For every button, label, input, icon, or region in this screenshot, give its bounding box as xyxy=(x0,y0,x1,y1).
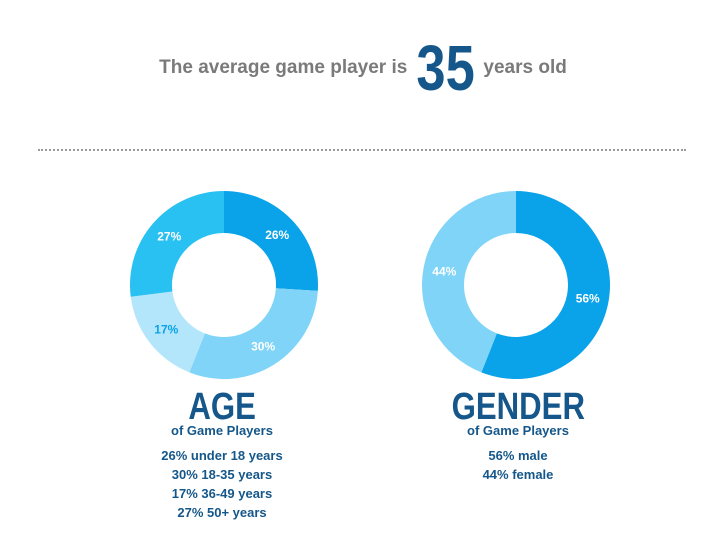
headline-prefix: The average game player is xyxy=(159,57,408,78)
slice-label: 30% xyxy=(251,340,275,354)
age-title: AGE xyxy=(188,386,256,428)
headline-number: 35 xyxy=(416,32,475,104)
donut-slice-3 xyxy=(130,291,205,373)
legend-item: 56% male xyxy=(488,448,548,463)
legend-item: 30% 18-35 years xyxy=(171,467,273,482)
slice-label: 56% xyxy=(576,292,600,306)
headline-suffix: years old xyxy=(483,57,567,78)
gender-subtitle: of Game Players xyxy=(467,423,569,438)
age-legend: 26% under 18 years 30% 18-35 years 17% 3… xyxy=(102,446,342,522)
legend-item: 26% under 18 years xyxy=(161,448,283,463)
slice-label: 27% xyxy=(157,230,181,244)
donut-slice-2 xyxy=(189,288,318,379)
donut-slice-4 xyxy=(130,191,224,297)
dotted-divider xyxy=(38,149,686,151)
slice-label: 26% xyxy=(265,228,289,242)
donut-slice-2 xyxy=(422,191,516,373)
age-donut-chart: 26% 30% 17% 27% xyxy=(130,191,318,379)
legend-item: 17% 36-49 years xyxy=(171,486,273,501)
legend-item: 44% female xyxy=(482,467,554,482)
gender-legend: 56% male 44% female xyxy=(398,446,638,484)
donut-slice-1 xyxy=(224,191,318,291)
gender-chart-caption: GENDER of Game Players 56% male 44% fema… xyxy=(398,388,638,484)
age-subtitle: of Game Players xyxy=(171,423,273,438)
slice-label: 44% xyxy=(432,264,456,278)
gender-donut-chart: 56% 44% xyxy=(422,191,610,379)
donut-slice-1 xyxy=(481,191,610,379)
legend-item: 27% 50+ years xyxy=(177,505,267,520)
headline: The average game player is 35 years old xyxy=(0,30,726,106)
slice-label: 17% xyxy=(154,323,178,337)
age-chart-caption: AGE of Game Players 26% under 18 years 3… xyxy=(102,388,342,522)
gender-title: GENDER xyxy=(451,386,585,428)
